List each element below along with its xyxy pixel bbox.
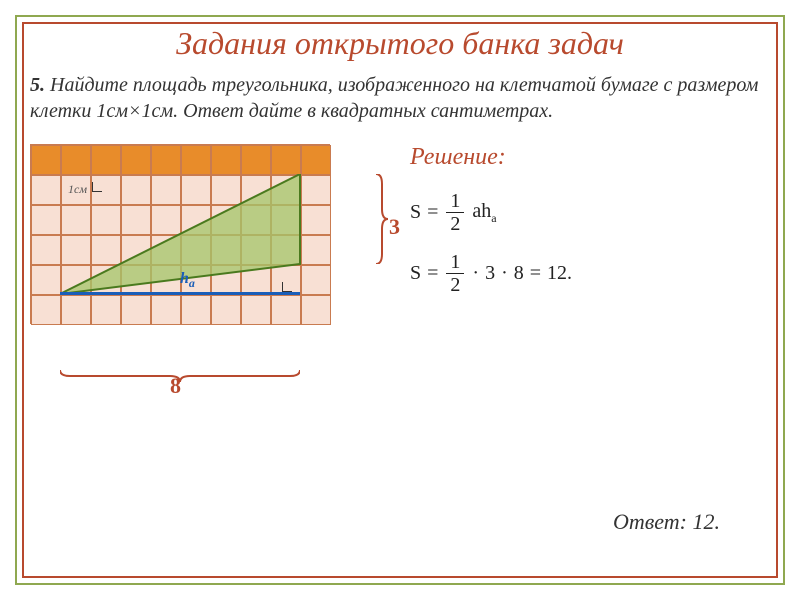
grid-cell xyxy=(31,205,61,235)
brace-height xyxy=(374,174,388,264)
grid-cell xyxy=(31,175,61,205)
grid-cell xyxy=(31,265,61,295)
grid-cell xyxy=(91,145,121,175)
diagram: ha 1см 3 8 xyxy=(30,144,370,364)
grid-cell xyxy=(271,145,301,175)
formula-general: S = 12 aha xyxy=(410,191,770,234)
solution: Решение: S = 12 aha S = 12 · 3 · 8 = 12. xyxy=(410,144,770,313)
grid-cell xyxy=(241,145,271,175)
grid-cell xyxy=(211,145,241,175)
page-title: Задания открытого банка задач xyxy=(30,25,770,62)
grid-cell xyxy=(31,145,61,175)
grid-cell xyxy=(61,145,91,175)
height-label: ha xyxy=(180,270,195,291)
grid-cell xyxy=(301,145,331,175)
base-line xyxy=(60,292,300,295)
answer: Ответ: 12. xyxy=(613,509,720,535)
triangle-shape xyxy=(60,174,330,324)
unit-label: 1см xyxy=(68,182,87,197)
solution-title: Решение: xyxy=(410,144,770,171)
problem-number: 5. xyxy=(30,74,45,96)
grid-cell xyxy=(181,145,211,175)
grid-cell xyxy=(151,145,181,175)
slide-content: Задания открытого банка задач 5. Найдите… xyxy=(30,25,770,570)
grid-cell xyxy=(31,235,61,265)
problem-text: 5. Найдите площадь треугольника, изображ… xyxy=(30,72,770,124)
grid-cell xyxy=(121,145,151,175)
formula-numeric: S = 12 · 3 · 8 = 12. xyxy=(410,252,770,295)
dim-height-label: 3 xyxy=(389,214,400,240)
right-angle-marker xyxy=(282,282,292,292)
dim-base-label: 8 xyxy=(170,373,181,399)
grid-cell xyxy=(31,295,61,325)
problem-body: Найдите площадь треугольника, изображенн… xyxy=(30,74,758,122)
unit-square-marker xyxy=(92,182,102,192)
